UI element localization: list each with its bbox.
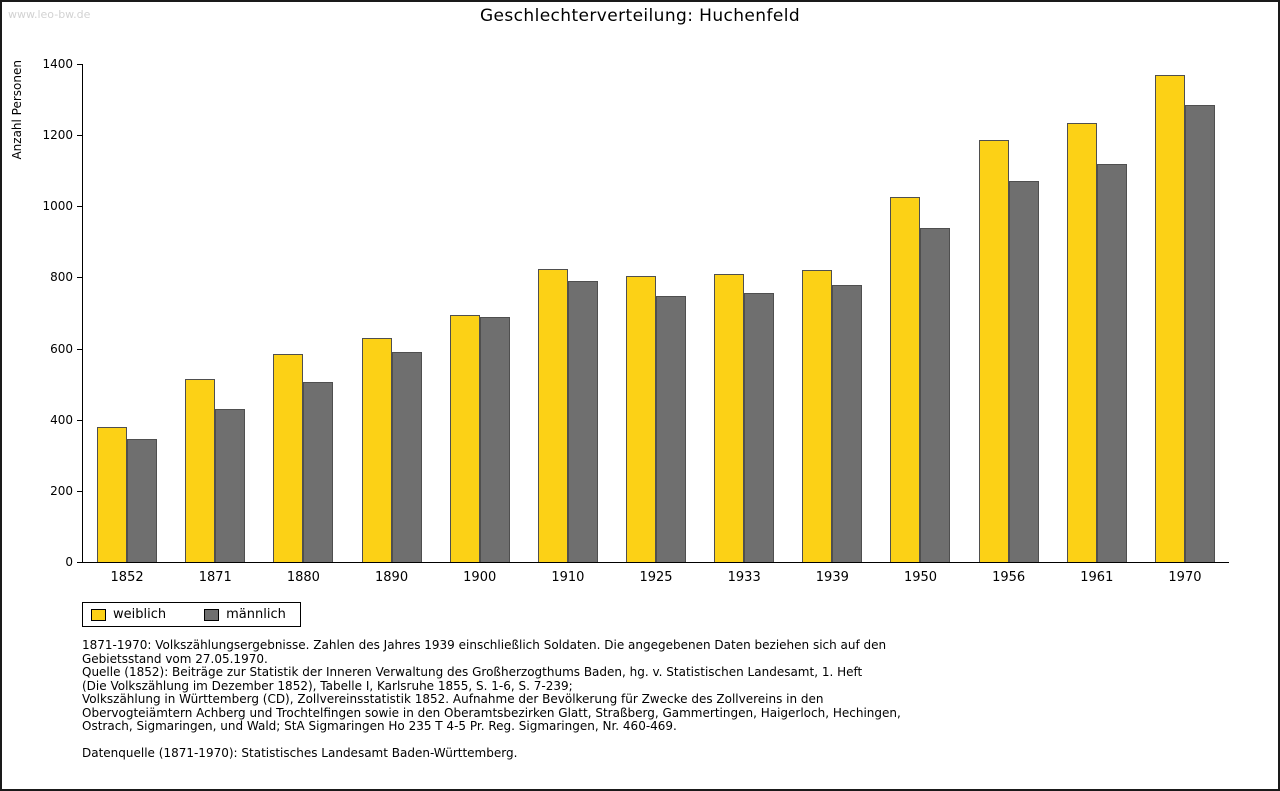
y-axis-tick-label: 1000 bbox=[42, 199, 73, 214]
y-axis-tick bbox=[77, 206, 83, 208]
legend-item-männlich: männlich bbox=[204, 607, 286, 622]
bar-weiblich-1933 bbox=[714, 274, 745, 562]
chart-title: Geschlechterverteilung: Huchenfeld bbox=[479, 6, 801, 26]
legend-item-weiblich: weiblich bbox=[91, 607, 166, 622]
bar-männlich-1900 bbox=[479, 317, 510, 562]
y-axis-tick-label: 1200 bbox=[42, 128, 73, 143]
bar-weiblich-1880 bbox=[273, 354, 304, 562]
bar-weiblich-1950 bbox=[890, 197, 921, 562]
x-axis-label-1880: 1880 bbox=[286, 570, 320, 585]
y-axis-tick-label: 400 bbox=[50, 412, 73, 427]
x-axis-label-1925: 1925 bbox=[639, 570, 673, 585]
plot-area: 1852 1871 1880 1890 1900 1910 1925 1933 1939 1950… bbox=[42, 57, 1229, 585]
legend: weiblich männlich bbox=[82, 602, 301, 627]
y-axis-tick-label: 1400 bbox=[42, 57, 73, 71]
x-axis-label-1956: 1956 bbox=[992, 570, 1026, 585]
x-axis-label-1939: 1939 bbox=[815, 570, 849, 585]
x-axis-label-1950: 1950 bbox=[903, 570, 938, 585]
bar-weiblich-1970 bbox=[1154, 75, 1185, 562]
watermark: www.leo-bw.de bbox=[8, 8, 91, 21]
bar-männlich-1890 bbox=[391, 352, 422, 562]
y-axis-tick-label: 0 bbox=[65, 555, 73, 569]
bar-weiblich-1939 bbox=[802, 270, 833, 562]
bar-männlich-1939 bbox=[832, 285, 863, 562]
footnote-line: Gebietsstand vom 27.05.1970. bbox=[82, 651, 268, 666]
bar-group-1910 bbox=[524, 269, 612, 562]
legend-label-weiblich: weiblich bbox=[113, 607, 167, 622]
y-axis-tick-label: 200 bbox=[50, 483, 73, 498]
bar-group-1900 bbox=[436, 315, 524, 562]
bar-group-1880 bbox=[259, 354, 347, 562]
y-axis-tick bbox=[77, 64, 83, 65]
bar-group-1933 bbox=[700, 274, 788, 562]
footnotes: 1871-1970: Volkszählungsergebnisse. Zahl… bbox=[82, 638, 901, 760]
x-axis-label-1970: 1970 bbox=[1168, 570, 1202, 585]
bar-männlich-1956 bbox=[1008, 181, 1039, 562]
bar-männlich-1852 bbox=[127, 439, 158, 562]
bar-männlich-1961 bbox=[1096, 164, 1127, 562]
bar-group-1890 bbox=[347, 338, 435, 562]
footnote-line: Volkszählung in Württemberg (CD), Zollve… bbox=[82, 692, 824, 706]
footnote-lines: 1871-1970: Volkszählungsergebnisse. Zahl… bbox=[82, 638, 901, 734]
y-axis-tick bbox=[77, 419, 83, 421]
bar-group-1961 bbox=[1053, 123, 1141, 562]
bar-group-1950 bbox=[876, 197, 964, 562]
bar-weiblich-1890 bbox=[361, 338, 392, 562]
bar-weiblich-1852 bbox=[97, 427, 128, 562]
bar-weiblich-1871 bbox=[185, 379, 216, 562]
bar-groups bbox=[83, 64, 1229, 562]
footnote-line: Quelle (1852): Beiträge zur Statistik de… bbox=[82, 665, 863, 679]
bar-männlich-1950 bbox=[920, 228, 951, 562]
x-axis-label-1961: 1961 bbox=[1080, 570, 1114, 585]
legend-label-männlich: männlich bbox=[226, 607, 286, 622]
bar-weiblich-1956 bbox=[978, 140, 1009, 562]
y-axis-tick bbox=[77, 135, 83, 137]
x-axis-labels: 1852 1871 1880 1890 1900 1910 1925 1933 1939 1950… bbox=[83, 570, 1229, 585]
bar-männlich-1925 bbox=[656, 296, 687, 562]
bar-group-1852 bbox=[83, 427, 171, 562]
y-axis-tick bbox=[77, 348, 83, 350]
x-axis-label-1871: 1871 bbox=[198, 570, 232, 585]
y-axis-tick bbox=[77, 277, 83, 279]
data-source-line: Datenquelle (1871-1970): Statistisches L… bbox=[82, 745, 518, 760]
bar-group-1871 bbox=[171, 379, 259, 562]
bar-männlich-1880 bbox=[303, 382, 334, 562]
bar-männlich-1910 bbox=[567, 281, 598, 562]
y-axis-tick bbox=[77, 490, 83, 492]
bar-männlich-1933 bbox=[744, 293, 775, 562]
bar-männlich-1970 bbox=[1184, 105, 1215, 562]
x-axis-label-1900: 1900 bbox=[463, 570, 497, 585]
bar-männlich-1871 bbox=[215, 409, 246, 562]
legend-swatch-männlich bbox=[204, 608, 220, 621]
footnote-line: 1871-1970: Volkszählungsergebnisse. Zahl… bbox=[82, 638, 887, 652]
x-axis-label-1910: 1910 bbox=[551, 570, 585, 585]
bar-weiblich-1910 bbox=[537, 269, 568, 562]
footnote-line: Ostrach, Sigmaringen, und Wald; StA Sigm… bbox=[82, 719, 677, 733]
bar-weiblich-1900 bbox=[449, 315, 480, 562]
y-axis-tick-label: 600 bbox=[50, 341, 73, 356]
legend-swatch-weiblich bbox=[91, 608, 106, 621]
bar-group-1925 bbox=[612, 276, 700, 562]
x-axis-label-1933: 1933 bbox=[727, 570, 761, 585]
bar-weiblich-1961 bbox=[1066, 123, 1097, 562]
x-axis-label-1890: 1890 bbox=[375, 570, 409, 585]
y-axis-tick-label: 800 bbox=[50, 270, 73, 285]
bar-weiblich-1925 bbox=[626, 276, 657, 562]
footnote-line: (Die Volkszählung im Dezember 1852), Tab… bbox=[82, 678, 573, 693]
y-axis-title: Anzahl Personen bbox=[10, 60, 24, 160]
x-axis-label-1852: 1852 bbox=[110, 570, 144, 585]
y-axis-tick bbox=[77, 562, 83, 563]
bar-group-1970 bbox=[1141, 75, 1229, 562]
bar-group-1939 bbox=[788, 270, 876, 562]
footnote-line: Obervogteiämtern Achberg und Trochtelfin… bbox=[82, 705, 901, 720]
bar-group-1956 bbox=[965, 140, 1053, 562]
